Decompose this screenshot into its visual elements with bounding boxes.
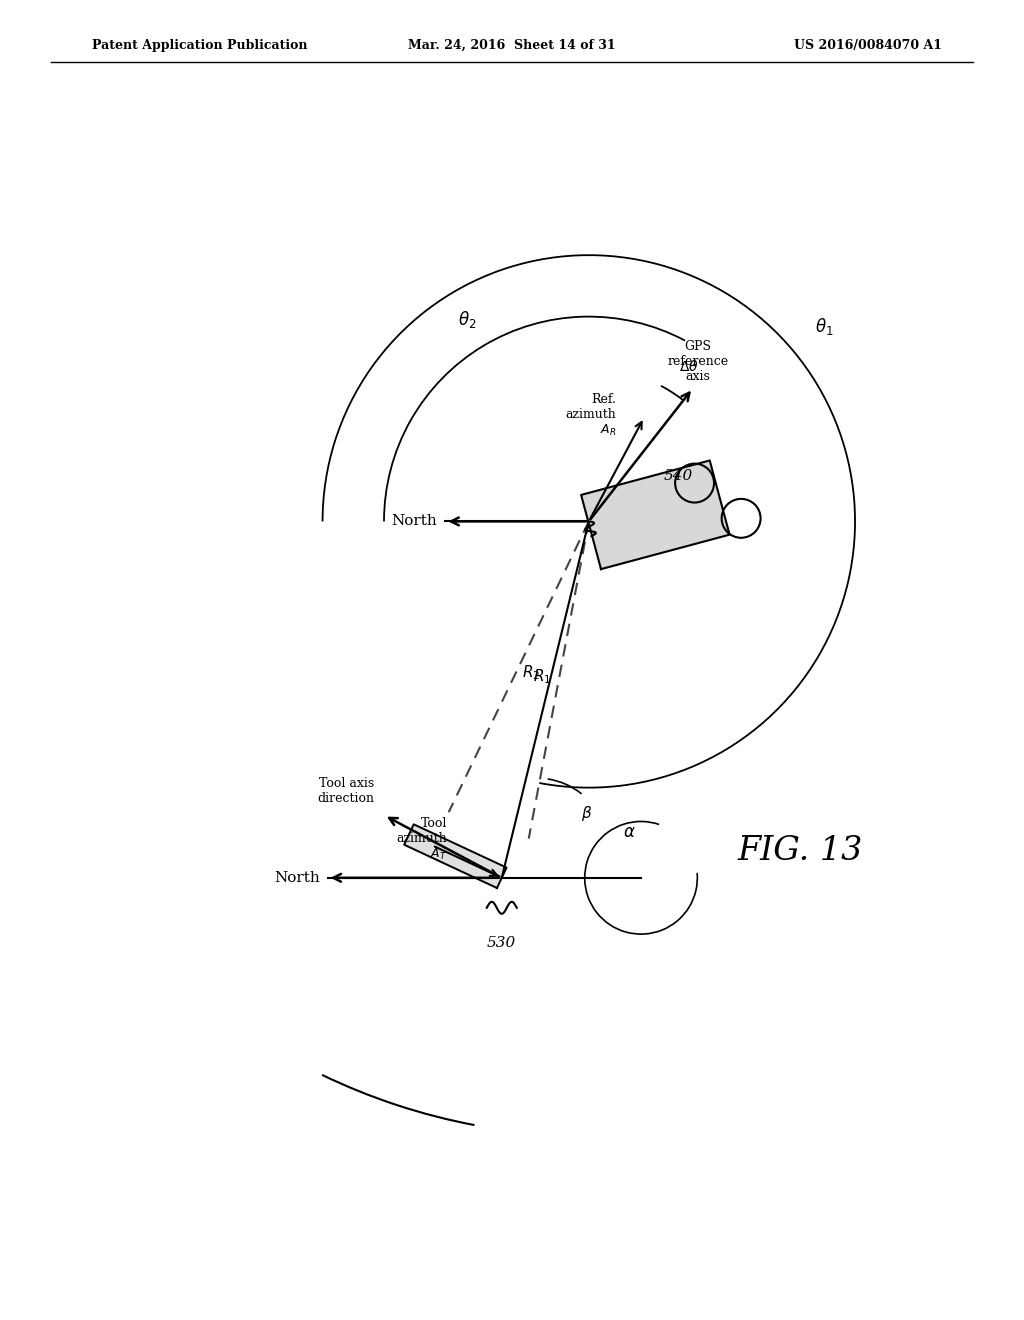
Text: 540: 540: [664, 470, 693, 483]
Text: Tool axis
direction: Tool axis direction: [317, 777, 374, 805]
Text: 530: 530: [487, 936, 516, 950]
Text: $\beta$: $\beta$: [582, 804, 593, 824]
Text: Ref.
azimuth
$A_R$: Ref. azimuth $A_R$: [565, 393, 616, 438]
Text: $R_1$: $R_1$: [534, 667, 552, 685]
Text: FIG. 13: FIG. 13: [737, 836, 862, 867]
Text: Mar. 24, 2016  Sheet 14 of 31: Mar. 24, 2016 Sheet 14 of 31: [409, 38, 615, 51]
Text: GPS
reference
axis: GPS reference axis: [668, 341, 728, 383]
Text: $\alpha$: $\alpha$: [624, 824, 636, 841]
Polygon shape: [404, 824, 507, 888]
Text: Tool
azimuth
$A_T$: Tool azimuth $A_T$: [396, 817, 446, 862]
Text: US 2016/0084070 A1: US 2016/0084070 A1: [794, 38, 942, 51]
Text: $R_2$: $R_2$: [522, 663, 540, 682]
Text: North: North: [392, 515, 437, 528]
Text: $\theta_2$: $\theta_2$: [459, 309, 477, 330]
Text: Patent Application Publication: Patent Application Publication: [92, 38, 307, 51]
Polygon shape: [582, 461, 729, 569]
Text: $\theta_1$: $\theta_1$: [815, 315, 834, 337]
Text: North: North: [274, 871, 319, 884]
Text: $\Delta\theta$: $\Delta\theta$: [679, 359, 699, 375]
